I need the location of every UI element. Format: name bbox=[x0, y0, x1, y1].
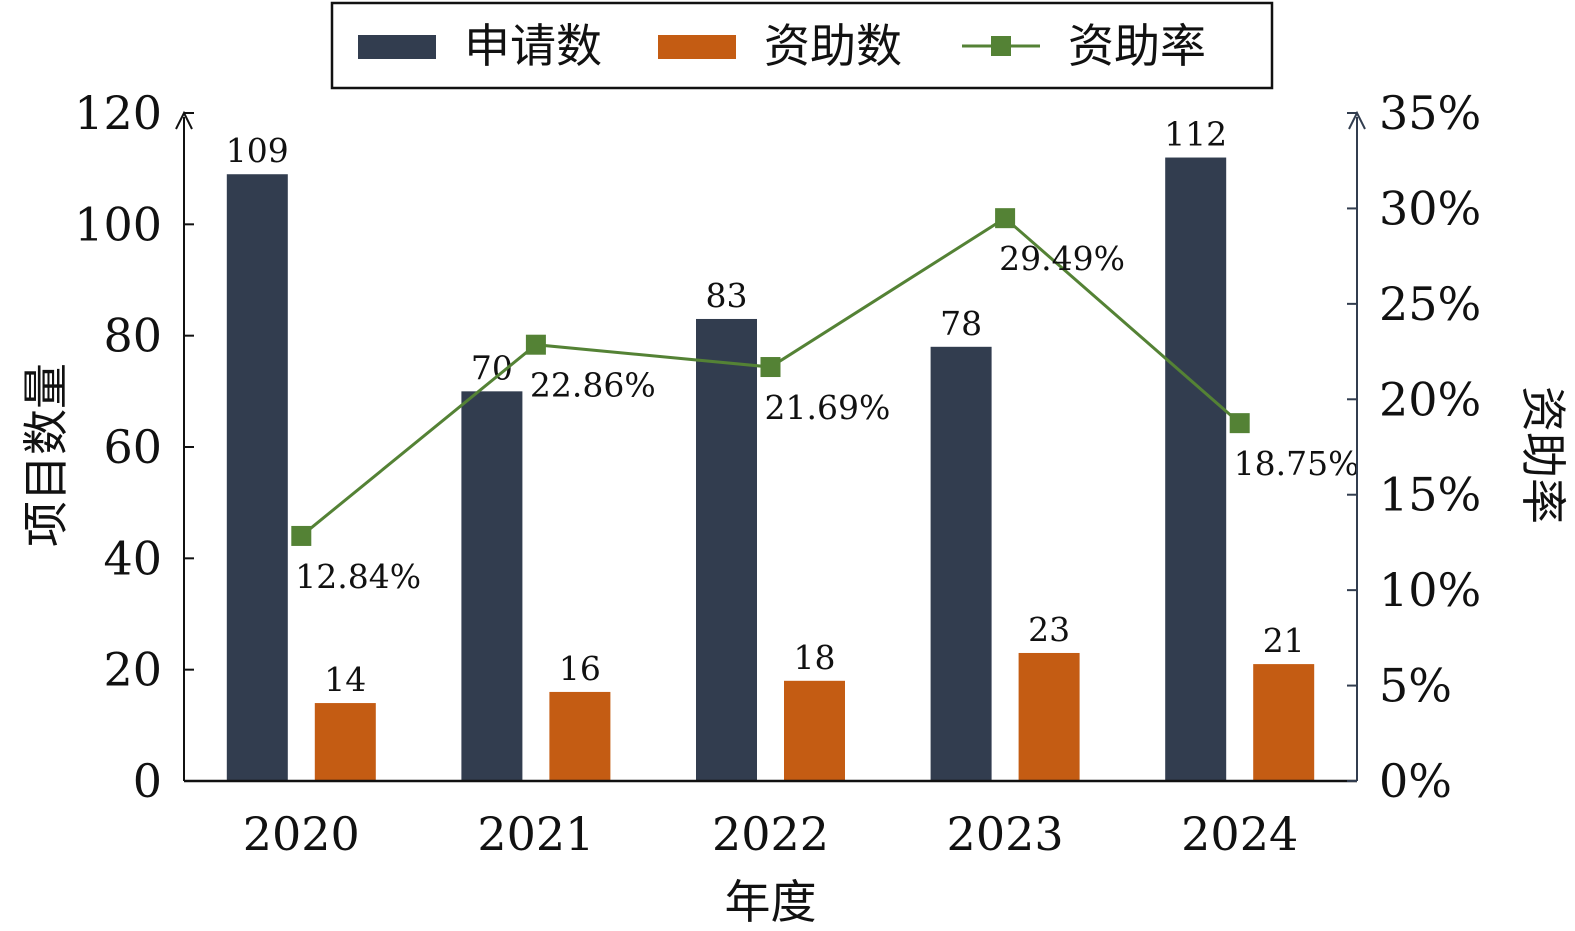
line-point bbox=[291, 525, 312, 546]
y2-tick-label: 30% bbox=[1379, 181, 1481, 235]
y-tick-label: 60 bbox=[103, 420, 162, 474]
data-label: 14 bbox=[324, 660, 366, 699]
data-label: 23 bbox=[1028, 610, 1070, 649]
y-tick-label: 40 bbox=[103, 531, 162, 585]
bars bbox=[226, 157, 1315, 782]
data-label: 83 bbox=[706, 276, 748, 315]
bar bbox=[1018, 652, 1080, 781]
bar bbox=[1165, 157, 1227, 782]
rate-label: 22.86% bbox=[530, 366, 656, 405]
y-axis-title: 项目数量 bbox=[19, 363, 73, 547]
y2-tick-label: 0% bbox=[1379, 754, 1452, 808]
bar bbox=[314, 703, 376, 781]
y2-tick-label: 15% bbox=[1379, 468, 1481, 522]
bar bbox=[461, 391, 523, 781]
y2-tick-label: 10% bbox=[1379, 563, 1481, 617]
x-axis-title: 年度 bbox=[725, 875, 817, 929]
line-point bbox=[1229, 413, 1250, 434]
data-label: 18 bbox=[794, 638, 836, 677]
legend: 申请数 资助数 资助率 bbox=[330, 1, 1274, 90]
y2-tick-label: 20% bbox=[1379, 372, 1481, 426]
x-tick-label: 2022 bbox=[712, 807, 829, 861]
rate-label: 12.84% bbox=[295, 557, 421, 596]
line-point bbox=[525, 334, 546, 355]
rate-label: 29.49% bbox=[999, 239, 1125, 278]
legend-label: 资助率 bbox=[1068, 19, 1206, 73]
bar bbox=[226, 174, 288, 781]
rate-line: 12.84% 22.86% 21.69% 29.49% 18.75% bbox=[291, 208, 1360, 596]
legend-marker bbox=[991, 36, 1011, 56]
rate-label: 18.75% bbox=[1234, 444, 1360, 483]
x-tick-label: 2023 bbox=[947, 807, 1064, 861]
y-tick-label: 20 bbox=[103, 643, 162, 697]
line-point bbox=[760, 357, 781, 378]
bar bbox=[549, 691, 611, 781]
legend-swatch bbox=[358, 35, 436, 59]
y2-tick-label: 5% bbox=[1379, 659, 1452, 713]
y-tick-label: 80 bbox=[103, 309, 162, 363]
axes: 0 20 40 60 80 100 120 0% 5% 10% 15% 20% 25% 30% 35% 202… bbox=[74, 86, 1481, 861]
line-point bbox=[995, 208, 1016, 229]
data-label: 109 bbox=[226, 131, 289, 170]
x-tick-label: 2021 bbox=[477, 807, 594, 861]
y2-tick-label: 35% bbox=[1379, 86, 1481, 140]
legend-label: 资助数 bbox=[764, 19, 902, 73]
x-tick-label: 2024 bbox=[1181, 807, 1298, 861]
bar bbox=[784, 680, 845, 781]
y-tick-label: 100 bbox=[74, 197, 162, 251]
y-tick-label: 120 bbox=[74, 86, 162, 140]
legend-label: 申请数 bbox=[464, 19, 602, 73]
data-label: 21 bbox=[1263, 621, 1305, 660]
legend-box bbox=[330, 1, 1274, 90]
bar bbox=[930, 346, 992, 781]
data-label: 78 bbox=[940, 304, 982, 343]
rate-label: 21.69% bbox=[765, 388, 891, 427]
data-label: 16 bbox=[559, 649, 601, 688]
legend-swatch bbox=[658, 35, 736, 59]
bar bbox=[696, 318, 757, 781]
y2-tick-label: 25% bbox=[1379, 277, 1481, 331]
y-tick-label: 0 bbox=[133, 754, 162, 808]
x-tick-label: 2020 bbox=[243, 807, 360, 861]
data-label: 112 bbox=[1164, 115, 1227, 154]
y2-axis-title: 资助率 bbox=[1516, 386, 1570, 524]
bar bbox=[1253, 664, 1315, 781]
